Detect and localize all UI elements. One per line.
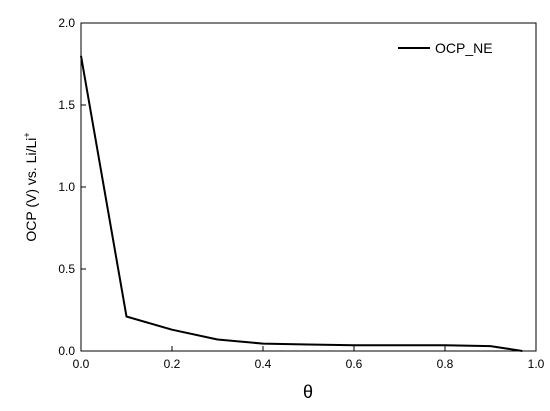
- x-tick-label: 0.6: [346, 357, 363, 371]
- y-tick-label: 1.5: [58, 98, 75, 112]
- x-tick-label: 0.8: [437, 357, 454, 371]
- y-axis-label-group: OCP (V) vs. Li/Li+: [22, 132, 39, 241]
- x-tick-label: 0.4: [255, 357, 272, 371]
- x-tick-label: 0.2: [164, 357, 181, 371]
- y-tick-label: 0.5: [58, 262, 75, 276]
- data-line: [80, 55, 523, 352]
- y-tick-label: 1.0: [58, 180, 75, 194]
- y-tick-label: 2.0: [58, 16, 75, 30]
- y-tick-label: 0.0: [58, 344, 75, 358]
- y-axis-label: OCP (V) vs. Li/Li+: [22, 132, 39, 241]
- x-tick-label: 0.0: [73, 357, 90, 371]
- y-axis-label-superscript: +: [22, 132, 32, 137]
- x-axis-label: θ: [303, 382, 313, 402]
- legend-label: OCP_NE: [435, 40, 493, 56]
- plot-frame: [80, 22, 537, 352]
- y-axis-label-main: OCP (V) vs. Li/Li: [23, 138, 39, 242]
- x-tick-label: 1.0: [528, 357, 545, 371]
